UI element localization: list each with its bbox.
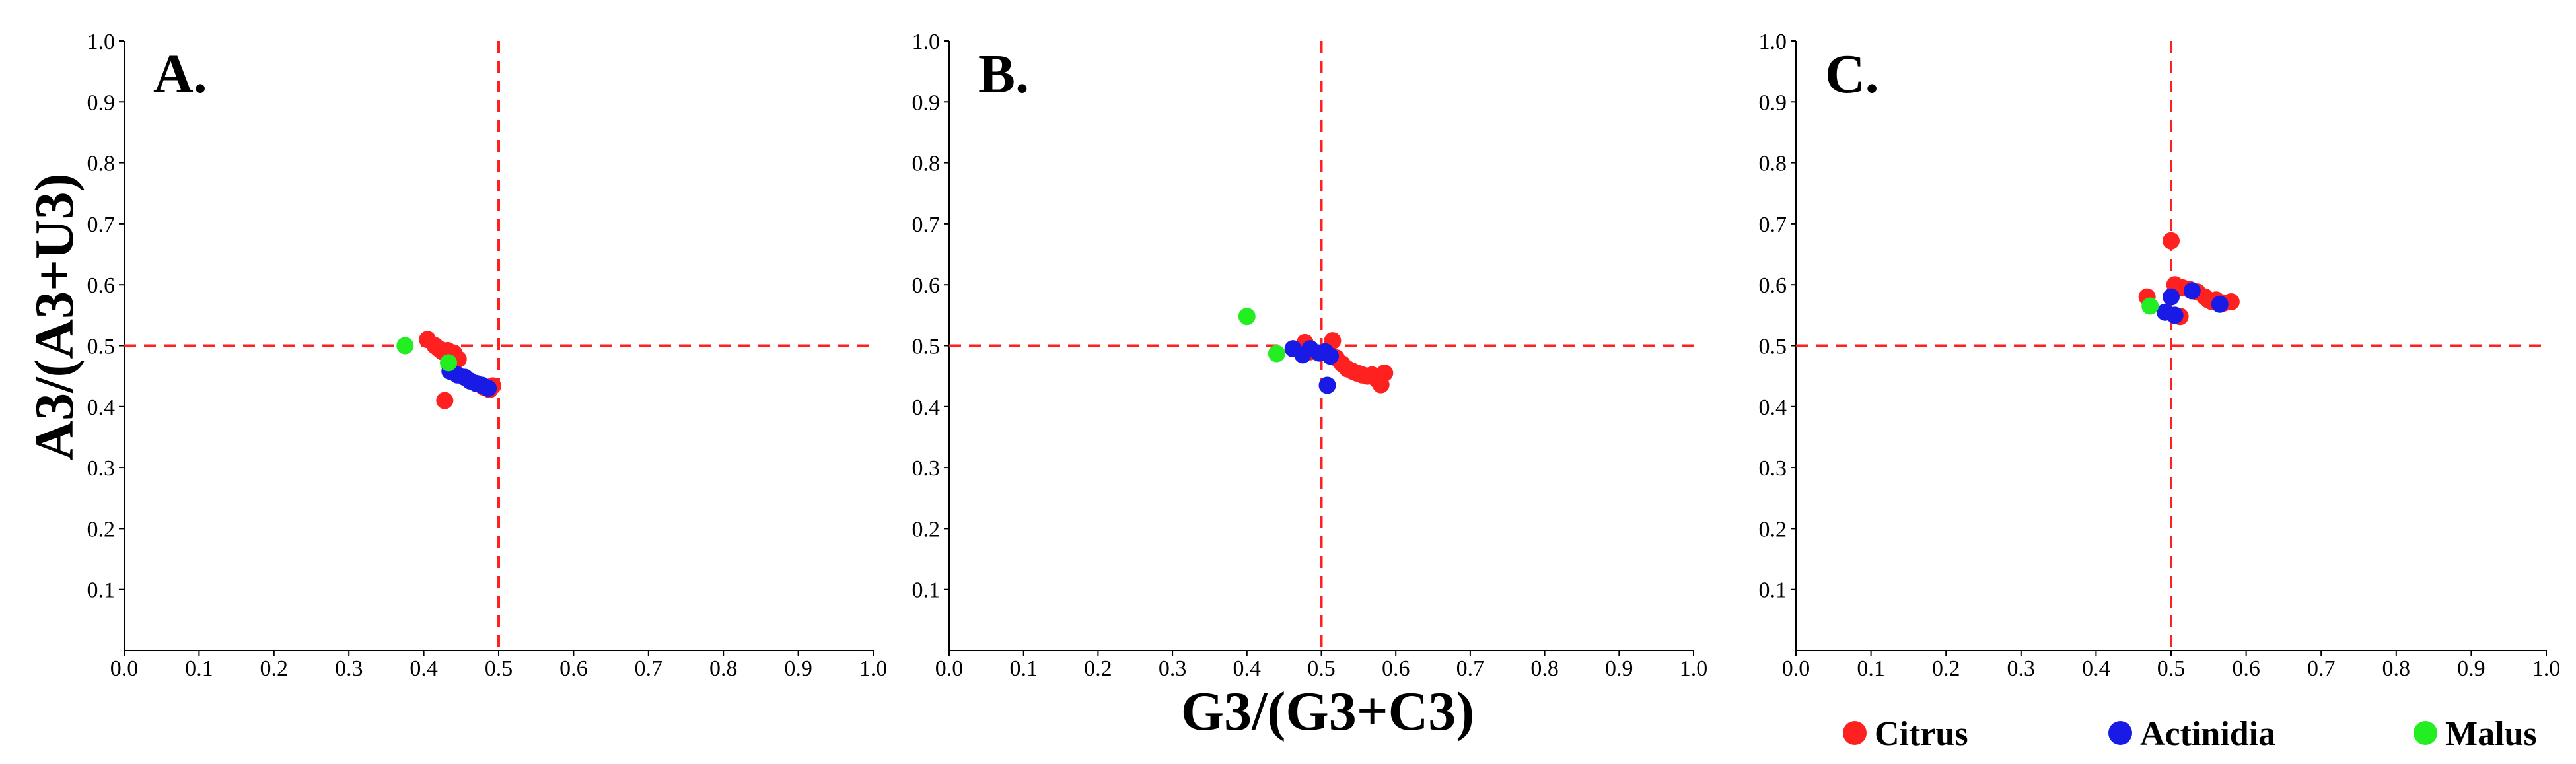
y-tick-label: 0.4 <box>1759 396 1787 420</box>
y-tick-label: 0.8 <box>1759 152 1787 176</box>
legend-label-malus: Malus <box>2445 715 2537 753</box>
y-tick-label: 0.2 <box>1759 517 1787 541</box>
y-tick-label: 0.5 <box>87 335 116 359</box>
x-tick-label: 0.4 <box>2082 656 2110 681</box>
point-actinidia <box>2183 282 2201 300</box>
point-malus <box>396 337 414 355</box>
x-axis-title: G3/(G3+C3) <box>1181 681 1475 742</box>
legend: Citrus Actinidia Malus <box>1843 715 2537 753</box>
point-malus <box>1268 345 1285 363</box>
panel-a: 0.0 0.1 0.2 0.3 0.4 0.5 0.6 0.7 0.8 0.9 1.0 0.1 0.2 0… <box>87 30 888 681</box>
x-tick-label: 1.0 <box>1680 656 1708 681</box>
y-tick-label: 0.2 <box>87 517 116 541</box>
x-tick-label: 0.4 <box>1233 656 1262 681</box>
x-tick-label: 0.5 <box>485 656 513 681</box>
panel-b: 0.0 0.1 0.2 0.3 0.4 0.5 0.6 0.7 0.8 0.9 1.0 0.1 0.2 0… <box>912 30 1708 681</box>
x-tick-label: 0.6 <box>559 656 588 681</box>
y-tick-label: 0.9 <box>87 90 116 115</box>
legend-item-malus: Malus <box>2414 715 2537 753</box>
y-tick-label: 0.7 <box>87 213 116 237</box>
y-tick-label: 0.4 <box>87 396 116 420</box>
y-tick-label: 0.8 <box>87 152 116 176</box>
legend-marker-actinidia <box>2108 721 2132 745</box>
point-actinidia <box>2163 288 2180 306</box>
x-tick-label: 0.2 <box>1084 656 1112 681</box>
x-tick-label: 0.2 <box>1932 656 1960 681</box>
y-axis-title: A3/(A3+U3) <box>24 173 85 460</box>
point-citrus <box>2163 232 2180 250</box>
y-tick-label: 0.6 <box>87 273 116 298</box>
x-tick-label: 0.0 <box>1782 656 1810 681</box>
x-tick-label: 0.5 <box>1307 656 1336 681</box>
legend-label-citrus: Citrus <box>1875 715 1968 753</box>
y-tick-label: 1.0 <box>87 30 116 54</box>
x-tick-label: 0.7 <box>2307 656 2336 681</box>
x-tick-label: 0.7 <box>635 656 663 681</box>
x-tick-label: 0.3 <box>335 656 363 681</box>
point-malus <box>1238 308 1256 326</box>
panel-letter-a: A. <box>153 44 207 105</box>
x-tick-label: 1.0 <box>2532 656 2561 681</box>
y-tick-label: 0.2 <box>912 517 941 541</box>
x-tick-label: 0.0 <box>110 656 139 681</box>
point-actinidia <box>2211 295 2229 313</box>
y-tick-label: 0.6 <box>1759 273 1787 298</box>
y-tick-label: 0.3 <box>87 456 116 481</box>
panel-c: 0.0 0.1 0.2 0.3 0.4 0.5 0.6 0.7 0.8 0.9 1.0 0.1 0.2 0… <box>1759 30 2561 681</box>
x-tick-label: 0.1 <box>1857 656 1885 681</box>
point-citrus <box>1376 365 1394 382</box>
point-actinidia <box>480 380 497 398</box>
panel-letter-b: B. <box>978 44 1029 105</box>
y-tick-label: 0.3 <box>912 456 941 481</box>
y-tick-label: 0.1 <box>912 578 941 603</box>
y-tick-label: 1.0 <box>912 30 941 54</box>
x-tick-label: 0.3 <box>1159 656 1187 681</box>
panel-letter-c: C. <box>1825 44 1879 105</box>
y-tick-label: 0.1 <box>87 578 116 603</box>
point-malus <box>2141 297 2159 315</box>
point-actinidia <box>2166 306 2184 324</box>
y-tick-label: 0.7 <box>912 213 941 237</box>
point-actinidia <box>1318 376 1336 394</box>
x-tick-label: 0.9 <box>2457 656 2486 681</box>
legend-item-actinidia: Actinidia <box>2108 715 2275 753</box>
y-tick-label: 0.8 <box>912 152 941 176</box>
legend-marker-malus <box>2414 721 2437 745</box>
x-tick-label: 0.9 <box>1605 656 1633 681</box>
y-tick-label: 0.9 <box>912 90 941 115</box>
y-tick-label: 0.1 <box>1759 578 1787 603</box>
legend-label-actinidia: Actinidia <box>2140 715 2275 753</box>
x-tick-label: 0.6 <box>2232 656 2260 681</box>
x-tick-label: 0.5 <box>2157 656 2186 681</box>
y-tick-label: 0.3 <box>1759 456 1787 481</box>
point-citrus <box>436 392 454 409</box>
point-malus <box>440 354 458 372</box>
x-tick-label: 0.8 <box>1530 656 1559 681</box>
x-tick-label: 0.9 <box>784 656 812 681</box>
legend-marker-citrus <box>1843 721 1867 745</box>
point-actinidia <box>1322 347 1340 365</box>
y-tick-label: 0.5 <box>912 335 941 359</box>
y-tick-label: 1.0 <box>1759 30 1787 54</box>
legend-item-citrus: Citrus <box>1843 715 1968 753</box>
x-tick-label: 0.1 <box>185 656 213 681</box>
x-tick-label: 0.7 <box>1456 656 1485 681</box>
x-tick-label: 0.0 <box>935 656 964 681</box>
x-tick-label: 0.8 <box>709 656 738 681</box>
x-tick-label: 0.8 <box>2382 656 2411 681</box>
x-tick-label: 1.0 <box>859 656 888 681</box>
x-tick-label: 0.3 <box>2007 656 2036 681</box>
x-tick-label: 0.1 <box>1009 656 1038 681</box>
x-tick-label: 0.6 <box>1382 656 1410 681</box>
y-tick-label: 0.5 <box>1759 335 1787 359</box>
y-tick-label: 0.4 <box>912 396 941 420</box>
x-tick-label: 0.4 <box>410 656 438 681</box>
y-tick-label: 0.7 <box>1759 213 1787 237</box>
y-tick-label: 0.9 <box>1759 90 1787 115</box>
y-tick-label: 0.6 <box>912 273 941 298</box>
x-tick-label: 0.2 <box>260 656 289 681</box>
